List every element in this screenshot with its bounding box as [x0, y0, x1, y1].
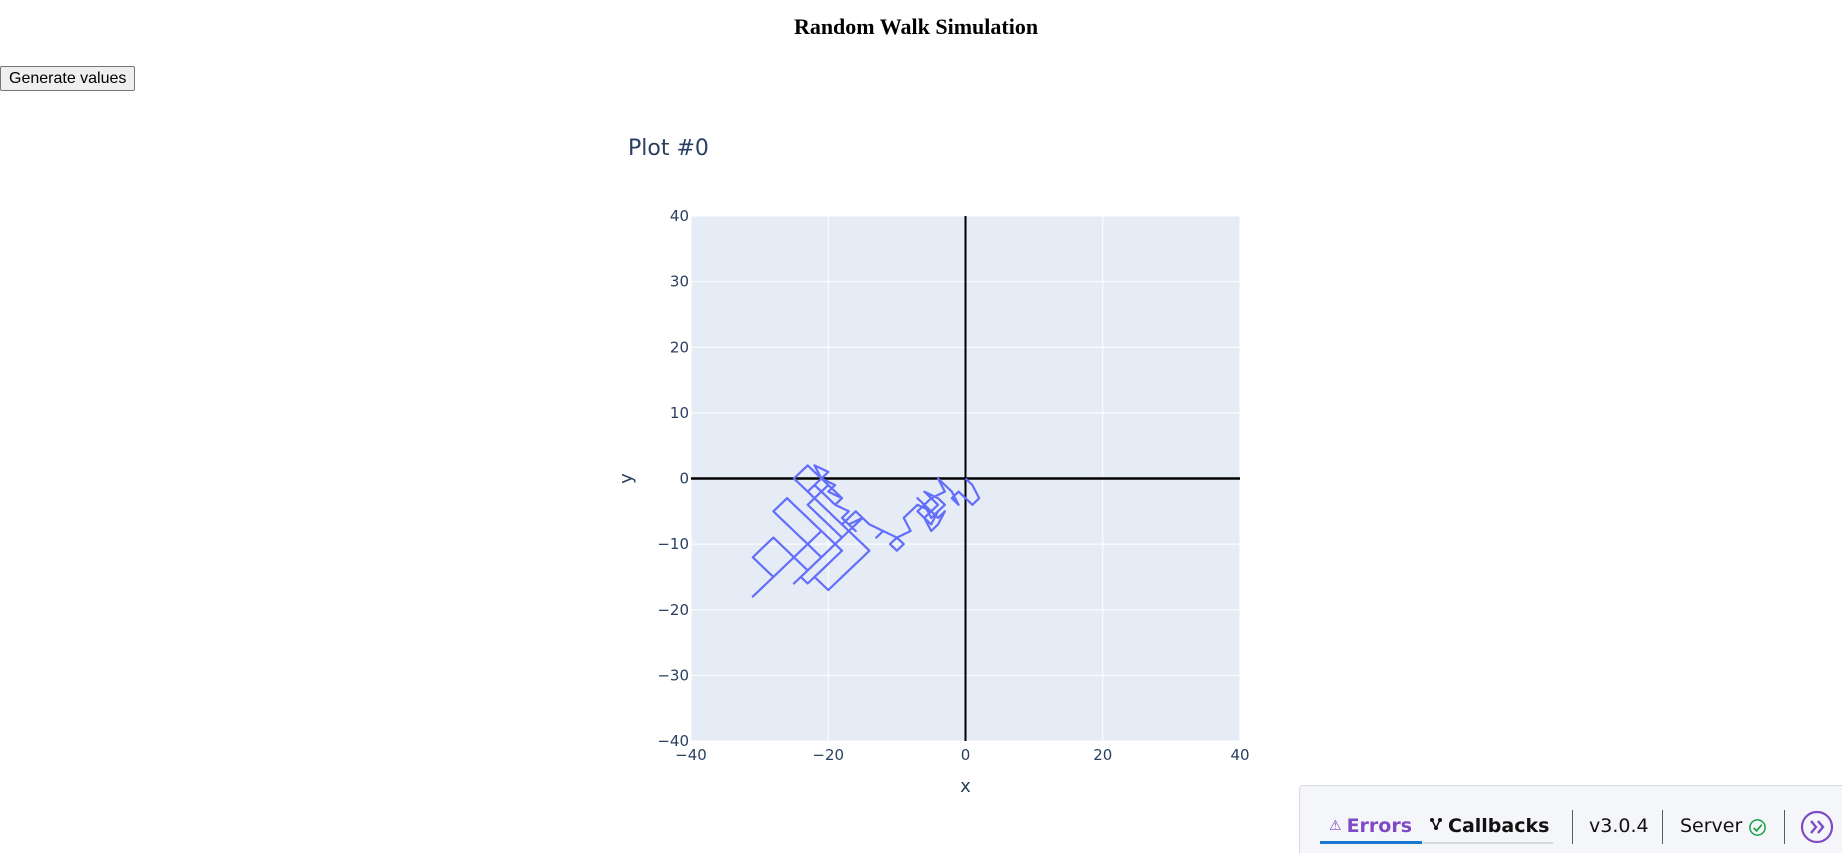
- errors-tab-label: Errors: [1346, 814, 1413, 837]
- x-axis-title: x: [960, 776, 971, 797]
- warning-icon: ⚠: [1329, 817, 1342, 834]
- y-axis-ticks: −40 −30 −20 −10 0 10 20 30 40: [657, 207, 689, 750]
- divider: [1572, 810, 1573, 844]
- x-tick-label: 20: [1093, 746, 1112, 764]
- server-status[interactable]: Server: [1680, 815, 1767, 837]
- callbacks-tab[interactable]: Callbacks: [1423, 810, 1553, 844]
- x-tick-label: −40: [675, 746, 707, 764]
- y-tick-label: −20: [657, 601, 689, 619]
- y-tick-label: −10: [657, 535, 689, 553]
- server-label: Server: [1680, 815, 1743, 837]
- random-walk-plot[interactable]: Plot #0 −40 −20 0 20 40 −40 −30 −20 −10 0 10 20 30 4…: [0, 0, 1300, 800]
- chevrons-right-icon: [1800, 810, 1834, 844]
- x-axis-ticks: −40 −20 0 20 40: [675, 746, 1249, 764]
- x-tick-label: −20: [812, 746, 844, 764]
- y-tick-label: 0: [679, 470, 689, 488]
- dash-debug-menu: ⚠ Errors Callbacks v3.0.4 Server: [1299, 785, 1842, 853]
- errors-tab[interactable]: ⚠ Errors: [1320, 810, 1422, 844]
- y-tick-label: 40: [670, 207, 689, 225]
- y-tick-label: −30: [657, 666, 689, 684]
- callbacks-tab-label: Callbacks: [1448, 815, 1550, 837]
- y-tick-label: 30: [670, 273, 689, 291]
- y-tick-label: −40: [657, 732, 689, 750]
- series-line-0: [751, 464, 981, 598]
- y-axis-title: y: [616, 473, 637, 484]
- plot-title: Plot #0: [628, 136, 709, 161]
- x-tick-label: 0: [961, 746, 971, 764]
- y-tick-label: 20: [670, 338, 689, 356]
- page-title: Random Walk Simulation: [793, 14, 1039, 39]
- check-circle-icon: [1748, 818, 1767, 836]
- generate-values-button[interactable]: Generate values: [0, 66, 136, 91]
- x-tick-label: 40: [1230, 746, 1249, 764]
- y-tick-label: 10: [670, 404, 689, 422]
- version-label: v3.0.4: [1589, 815, 1649, 837]
- callback-graph-icon: [1429, 817, 1443, 835]
- trace-layer: [751, 464, 981, 598]
- debug-menu-toggle-button[interactable]: [1800, 810, 1834, 844]
- divider: [1784, 810, 1785, 844]
- divider: [1662, 810, 1663, 844]
